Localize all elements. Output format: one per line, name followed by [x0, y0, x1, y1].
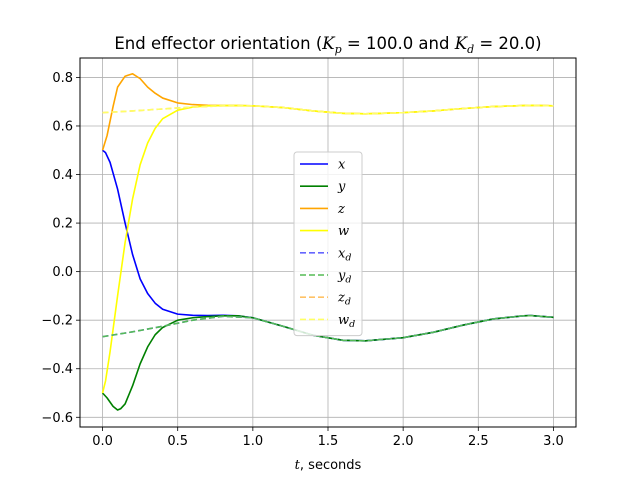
y-tick-label: 0.2 — [52, 217, 73, 232]
y-tick-label: 0.6 — [52, 119, 73, 134]
series-line-y-d — [102, 314, 554, 342]
legend-label: z — [337, 202, 345, 217]
title-kp-symbol: K — [321, 34, 336, 53]
chart-title: End effector orientation (Kp = 100.0 and… — [114, 34, 541, 56]
x-tick-label: 1.0 — [243, 434, 264, 449]
plot-series — [101, 72, 554, 411]
y-ticks: −0.6 −0.4 −0.2 0.0 0.2 0.4 0.6 0.8 — [41, 71, 80, 426]
x-axis-label-var: t — [295, 458, 301, 473]
title-kd-value: = 20.0) — [474, 34, 542, 53]
x-tick-label: 3.0 — [543, 434, 564, 449]
legend-label: xd — [338, 246, 351, 263]
legend-box — [293, 151, 363, 337]
legend-label: w — [338, 224, 349, 239]
x-tick-label: 2.5 — [468, 434, 489, 449]
legend-label: zd — [337, 291, 351, 308]
x-axis-label-rest: , seconds — [300, 458, 362, 473]
series-line-w-d — [102, 104, 554, 115]
legend-label: x — [338, 158, 346, 173]
y-tick-label: −0.6 — [41, 411, 73, 426]
title-prefix: End effector orientation ( — [114, 34, 322, 53]
x-tick-label: 0.5 — [167, 434, 188, 449]
x-tick-label: 2.0 — [393, 434, 414, 449]
legend-label: yd — [337, 269, 351, 286]
x-tick-label: 0.0 — [92, 434, 113, 449]
y-tick-label: 0.4 — [52, 168, 73, 183]
grid-lines — [80, 58, 576, 427]
title-kd-symbol: K — [454, 34, 469, 53]
y-tick-label: −0.4 — [41, 362, 73, 377]
y-tick-label: 0.0 — [52, 265, 73, 280]
title-kp-value: = 100.0 and — [342, 34, 455, 53]
legend-label: y — [337, 180, 346, 195]
x-tick-label: 1.5 — [318, 434, 339, 449]
y-tick-label: −0.2 — [41, 314, 73, 329]
x-axis-label: t, seconds — [295, 458, 362, 473]
title-kd-sub: d — [467, 43, 474, 56]
x-ticks: 0.0 0.5 1.0 1.5 2.0 2.5 3.0 — [92, 427, 564, 449]
y-tick-label: 0.8 — [52, 71, 73, 86]
title-kp-sub: p — [335, 43, 342, 56]
legend-label: wd — [338, 313, 355, 330]
